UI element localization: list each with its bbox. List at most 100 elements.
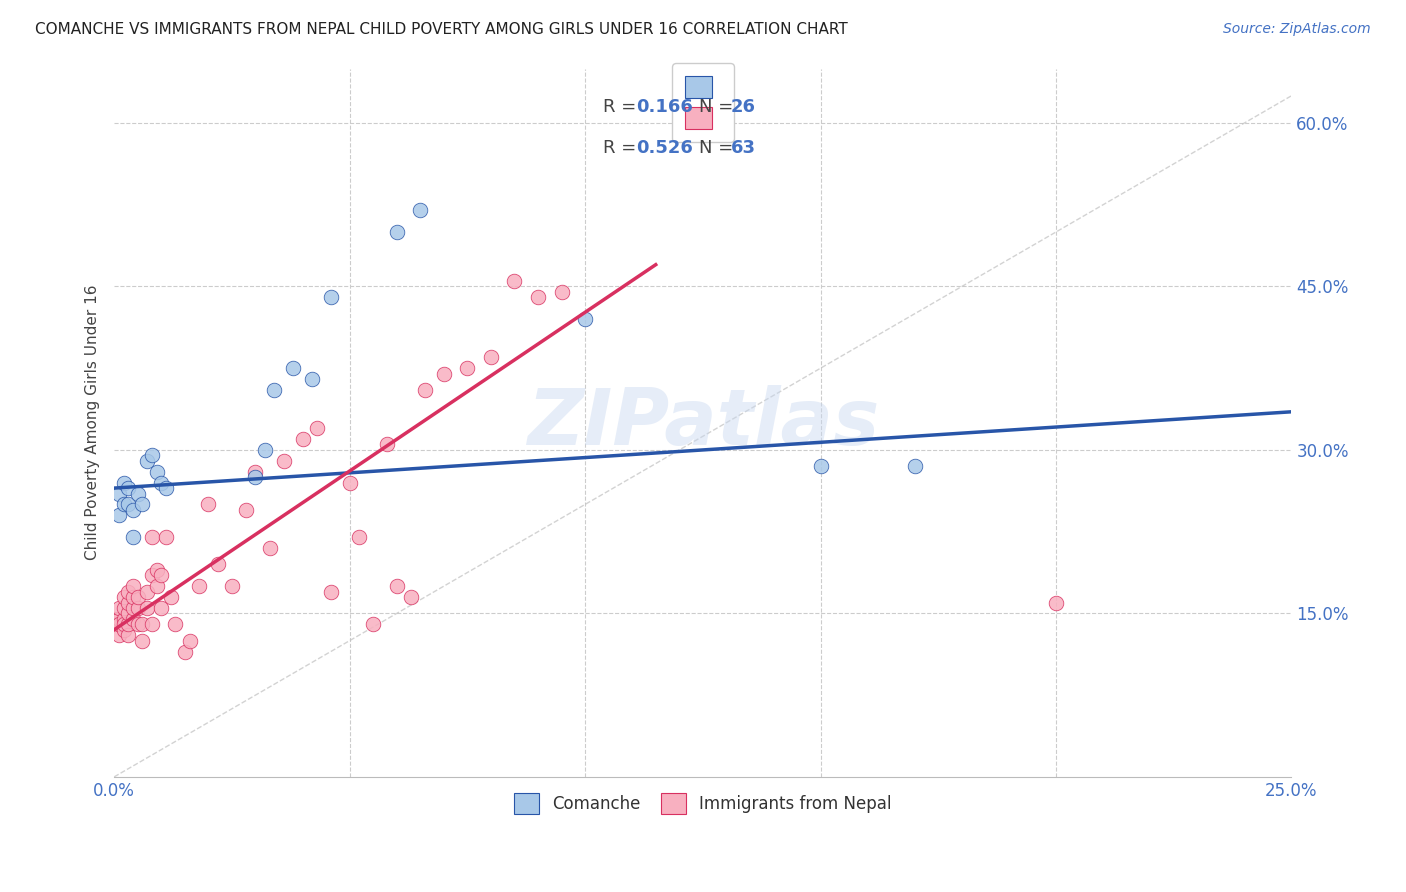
Point	[122, 590, 145, 604]
Point	[399, 590, 422, 604]
Point	[112, 623, 135, 637]
Point	[112, 617, 135, 632]
Point	[117, 617, 139, 632]
Point	[245, 465, 267, 479]
Point	[150, 568, 173, 582]
Point	[375, 437, 398, 451]
Point	[141, 530, 163, 544]
Point	[904, 459, 927, 474]
Text: Source: ZipAtlas.com: Source: ZipAtlas.com	[1223, 22, 1371, 37]
Point	[127, 590, 149, 604]
Text: ZIPatlas: ZIPatlas	[527, 384, 879, 460]
Point	[456, 361, 478, 376]
Point	[127, 601, 149, 615]
Point	[112, 497, 135, 511]
Point	[305, 421, 328, 435]
Point	[117, 481, 139, 495]
Point	[339, 475, 361, 490]
Point	[117, 628, 139, 642]
Point	[122, 612, 145, 626]
Point	[385, 579, 408, 593]
Point	[385, 225, 408, 239]
Point	[259, 541, 281, 555]
Text: N =: N =	[699, 98, 740, 117]
Point	[347, 530, 370, 544]
Text: 0.526: 0.526	[636, 139, 693, 157]
Point	[810, 459, 832, 474]
Point	[122, 579, 145, 593]
Point	[155, 530, 177, 544]
Point	[150, 475, 173, 490]
Text: N =: N =	[699, 139, 740, 157]
Point	[108, 486, 131, 500]
Point	[131, 497, 153, 511]
Point	[141, 617, 163, 632]
Point	[319, 584, 342, 599]
Point	[1045, 595, 1067, 609]
Point	[263, 383, 285, 397]
Point	[413, 383, 436, 397]
Point	[550, 285, 572, 299]
Point	[108, 508, 131, 523]
Legend: Comanche, Immigrants from Nepal: Comanche, Immigrants from Nepal	[502, 781, 903, 825]
Point	[117, 584, 139, 599]
Point	[108, 617, 131, 632]
Point	[131, 617, 153, 632]
Point	[159, 590, 181, 604]
Point	[319, 290, 342, 304]
Point	[273, 454, 295, 468]
Point	[409, 203, 432, 218]
Point	[291, 432, 314, 446]
Point	[112, 590, 135, 604]
Point	[122, 601, 145, 615]
Point	[141, 568, 163, 582]
Point	[235, 503, 257, 517]
Point	[479, 351, 502, 365]
Point	[145, 579, 167, 593]
Point	[108, 617, 131, 632]
Point	[150, 601, 173, 615]
Point	[112, 601, 135, 615]
Text: 26: 26	[731, 98, 756, 117]
Point	[527, 290, 550, 304]
Point	[141, 449, 163, 463]
Point	[179, 633, 201, 648]
Point	[103, 617, 125, 632]
Point	[117, 497, 139, 511]
Text: 0.166: 0.166	[636, 98, 693, 117]
Point	[108, 612, 131, 626]
Point	[301, 372, 323, 386]
Point	[433, 367, 456, 381]
Point	[155, 481, 177, 495]
Text: 63: 63	[731, 139, 756, 157]
Point	[108, 628, 131, 642]
Point	[245, 470, 267, 484]
Text: R =: R =	[603, 139, 641, 157]
Point	[127, 486, 149, 500]
Point	[127, 617, 149, 632]
Point	[112, 475, 135, 490]
Y-axis label: Child Poverty Among Girls Under 16: Child Poverty Among Girls Under 16	[86, 285, 100, 560]
Point	[122, 503, 145, 517]
Point	[131, 633, 153, 648]
Point	[117, 607, 139, 621]
Point	[281, 361, 304, 376]
Point	[145, 563, 167, 577]
Point	[221, 579, 243, 593]
Text: R =: R =	[603, 98, 641, 117]
Point	[122, 530, 145, 544]
Point	[136, 584, 159, 599]
Point	[112, 612, 135, 626]
Point	[188, 579, 211, 593]
Text: COMANCHE VS IMMIGRANTS FROM NEPAL CHILD POVERTY AMONG GIRLS UNDER 16 CORRELATION: COMANCHE VS IMMIGRANTS FROM NEPAL CHILD …	[35, 22, 848, 37]
Point	[145, 465, 167, 479]
Point	[361, 617, 384, 632]
Point	[253, 442, 276, 457]
Point	[197, 497, 219, 511]
Point	[503, 274, 526, 288]
Point	[103, 612, 125, 626]
Point	[574, 312, 596, 326]
Point	[108, 601, 131, 615]
Point	[173, 644, 195, 658]
Point	[207, 558, 229, 572]
